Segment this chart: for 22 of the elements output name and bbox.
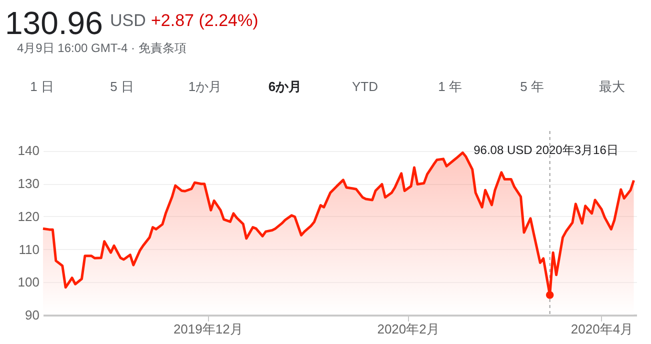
text: 130.96 <box>5 5 103 41</box>
y-tick-label: 90 <box>25 308 40 322</box>
x-tick-label: 2019年12月 <box>173 322 243 336</box>
text: 1 年 <box>438 79 462 94</box>
text: 5 日 <box>110 79 134 94</box>
text: +2.87 (2.24%) <box>151 11 258 30</box>
x-tick-label: 2020年4月 <box>570 322 634 336</box>
text: 6か月 <box>268 79 302 94</box>
y-tick-label: 120 <box>18 208 40 224</box>
text: USD <box>110 11 146 30</box>
y-tick-label: 130 <box>18 176 40 192</box>
text: 最大 <box>599 79 625 94</box>
text: 1か月 <box>188 79 222 94</box>
text: 1 日 <box>30 79 54 94</box>
text: 5 年 <box>520 79 544 94</box>
y-tick-label: 110 <box>18 242 40 257</box>
text: YTD <box>352 79 378 94</box>
annotation: 96.08 USD 2020年3月16日 <box>474 143 618 157</box>
y-tick-label: 140 <box>18 143 40 158</box>
text: 4月9日 16:00 GMT-4 · 免責条項 <box>17 41 186 55</box>
x-tick-label: 2020年2月 <box>377 322 440 336</box>
y-tick-label: 100 <box>18 274 40 290</box>
